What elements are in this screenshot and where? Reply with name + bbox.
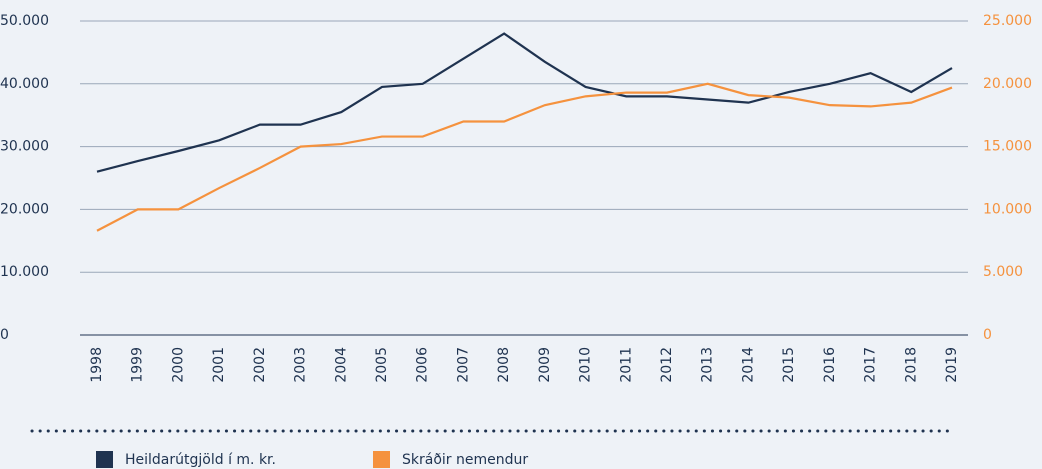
y-tick-label: 50.000 (0, 13, 49, 29)
x-tick-label: 2004 (333, 347, 349, 383)
y-tick-label: 40.000 (0, 76, 49, 92)
x-tick-label: 2008 (496, 347, 512, 383)
y2-tick-label: 0 (983, 327, 992, 343)
x-tick-label: 2015 (781, 347, 797, 383)
legend-label: Heildarútgjöld í m. kr. (125, 452, 276, 468)
y2-tick-label: 10.000 (983, 201, 1032, 217)
x-tick-label: 2014 (740, 347, 756, 383)
x-tick-label: 2002 (252, 347, 268, 383)
legend-swatch (96, 451, 113, 468)
x-tick-label: 2007 (455, 347, 471, 383)
y2-tick-label: 25.000 (983, 13, 1032, 29)
y2-tick-label: 20.000 (983, 76, 1032, 92)
x-tick-label: 2001 (211, 347, 227, 383)
y2-tick-label: 5.000 (983, 264, 1023, 280)
x-tick-label: 2005 (374, 347, 390, 383)
legend-swatch (373, 451, 390, 468)
x-tick-label: 2019 (944, 347, 960, 383)
x-tick-label: 1998 (89, 347, 105, 383)
x-tick-label: 2018 (903, 347, 919, 383)
x-tick-label: 2010 (578, 347, 594, 383)
x-tick-label: 2016 (822, 347, 838, 383)
y2-tick-label: 15.000 (983, 139, 1032, 155)
x-tick-label: 2012 (659, 347, 675, 383)
x-tick-label: 2006 (415, 347, 431, 383)
x-tick-label: 2011 (618, 347, 634, 383)
legend-label: Skráðir nemendur (402, 452, 528, 468)
x-tick-label: 2013 (700, 347, 716, 383)
y-tick-label: 30.000 (0, 139, 49, 155)
x-tick-label: 2003 (293, 347, 309, 383)
y-tick-label: 20.000 (0, 201, 49, 217)
y-tick-label: 0 (0, 327, 9, 343)
x-tick-label: 1999 (130, 347, 146, 383)
y-tick-label: 10.000 (0, 264, 49, 280)
x-tick-label: 2017 (863, 347, 879, 383)
series-line (96, 82, 953, 232)
x-tick-label: 2000 (170, 347, 186, 383)
series-line (96, 32, 953, 173)
x-tick-label: 2009 (537, 347, 553, 383)
